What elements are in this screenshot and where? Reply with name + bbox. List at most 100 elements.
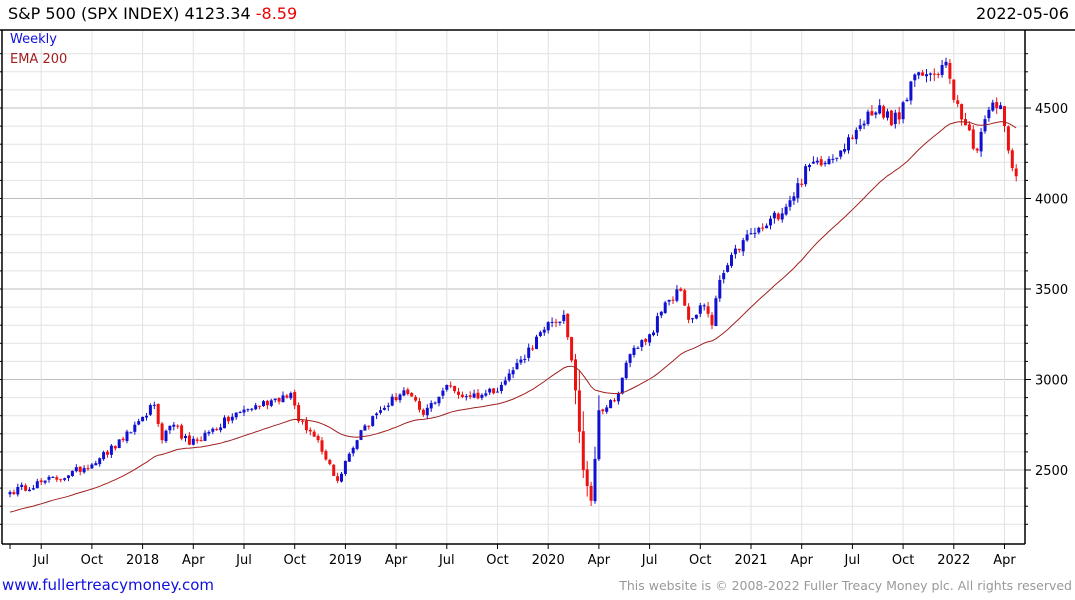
candle-up: [363, 425, 367, 431]
x-tick-label: Apr: [182, 553, 205, 568]
x-tick-label: 2019: [329, 553, 362, 568]
candle-down: [921, 72, 925, 76]
candle-down: [644, 339, 648, 342]
candle-up: [382, 407, 386, 410]
candle-up: [913, 74, 917, 81]
candle-up: [141, 416, 145, 422]
candle-up: [343, 460, 347, 475]
candle-up: [698, 305, 702, 314]
candle-up: [94, 463, 98, 466]
candle-up: [827, 158, 831, 165]
candle-down: [78, 466, 82, 472]
candle-down: [706, 306, 710, 314]
candle-up: [609, 400, 613, 409]
candle-down: [581, 431, 585, 470]
candle-up: [562, 314, 566, 322]
candle-up: [16, 486, 20, 495]
candle-up: [28, 489, 31, 492]
candle-down: [304, 420, 308, 431]
candle-up: [262, 401, 265, 406]
candle-up: [667, 299, 671, 302]
candle-up: [854, 129, 858, 140]
candle-up: [659, 311, 663, 316]
candle-down: [850, 137, 854, 139]
candle-up: [940, 65, 944, 75]
candle-down: [577, 390, 581, 432]
candle-down: [316, 436, 320, 441]
candle-down: [328, 459, 332, 465]
candle-up: [769, 218, 772, 226]
x-tick-label: Apr: [385, 553, 408, 568]
candle-down: [320, 440, 324, 452]
candle-up: [109, 445, 113, 455]
candle-up: [675, 289, 679, 301]
candle-up: [484, 393, 488, 396]
candle-up: [507, 373, 511, 381]
candle-up: [371, 416, 375, 426]
candle-down: [956, 100, 960, 104]
candle-up: [191, 438, 195, 445]
website-link[interactable]: www.fullertreacymoney.com: [2, 576, 215, 594]
candle-up: [164, 430, 168, 442]
x-tick-label: Oct: [81, 553, 103, 568]
candle-down: [1010, 150, 1014, 169]
candle-up: [847, 137, 850, 151]
candle-up: [823, 162, 827, 165]
x-tick-label: Apr: [790, 553, 813, 568]
candle-up: [655, 316, 659, 333]
candle-down: [301, 420, 304, 422]
x-tick-label: 2018: [126, 553, 159, 568]
x-tick-label: 2022: [937, 553, 970, 568]
candle-down: [819, 159, 823, 166]
candle-up: [211, 428, 215, 432]
candle-down: [601, 409, 605, 412]
candle-up: [757, 227, 761, 233]
candle-up: [273, 398, 277, 401]
candle-up: [999, 105, 1003, 110]
candle-up: [928, 73, 932, 75]
candle-down: [776, 213, 780, 220]
candle-up: [246, 409, 250, 411]
candle-down: [737, 248, 741, 251]
candle-down: [215, 429, 219, 431]
candle-up: [640, 340, 644, 348]
x-tick-label: Jul: [641, 553, 658, 568]
candle-down: [367, 425, 371, 427]
candle-down: [457, 391, 460, 395]
x-tick-label: Jul: [32, 553, 49, 568]
candle-up: [31, 488, 35, 490]
candle-up: [538, 332, 542, 337]
candle-up: [281, 395, 285, 403]
candle-up: [168, 425, 172, 431]
x-tick-label: 2021: [734, 553, 767, 568]
candle-up: [254, 405, 258, 410]
candle-up: [605, 407, 609, 412]
candle-up: [753, 232, 757, 234]
candle-down: [195, 439, 199, 441]
candle-down: [12, 492, 16, 494]
candle-up: [148, 405, 152, 415]
candle-up: [772, 212, 776, 219]
y-tick-label: 3500: [1035, 283, 1068, 298]
candle-up: [35, 481, 39, 489]
candle-up: [628, 354, 632, 363]
candle-up: [67, 475, 70, 478]
candle-up: [137, 421, 141, 425]
x-tick-label: Jul: [844, 553, 861, 568]
candle-up: [886, 111, 889, 118]
candle-up: [351, 447, 355, 454]
candle-up: [145, 415, 148, 418]
candle-up: [207, 431, 211, 434]
candle-down: [889, 110, 893, 126]
candle-down: [492, 388, 496, 394]
candle-up: [480, 394, 484, 398]
candle-down: [336, 476, 340, 481]
candle-up: [379, 410, 382, 413]
candle-up: [987, 109, 991, 119]
x-tick-label: Oct: [486, 553, 508, 568]
candle-down: [414, 396, 418, 401]
y-tick-label: 2500: [1035, 464, 1068, 479]
candle-up: [51, 476, 55, 478]
candle-down: [952, 79, 956, 100]
candle-up: [223, 417, 226, 429]
